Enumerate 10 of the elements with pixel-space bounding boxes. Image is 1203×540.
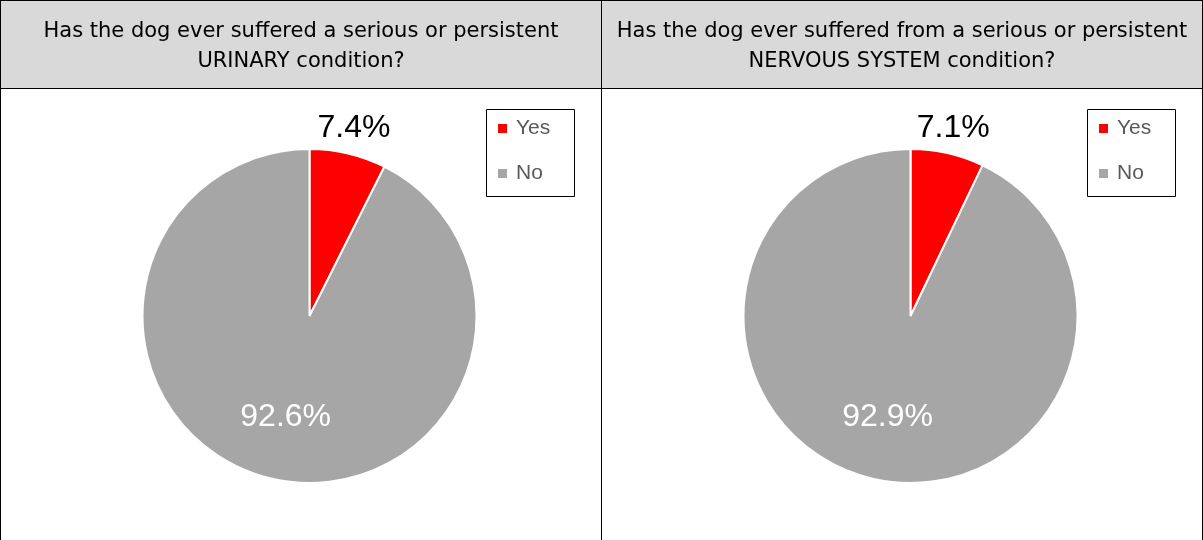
legend-label: No: [516, 159, 543, 183]
data-label: 7.4%: [317, 108, 391, 145]
data-label: 92.9%: [842, 396, 933, 433]
legend-label: Yes: [516, 114, 551, 138]
data-label: 7.1%: [916, 107, 990, 144]
data-label: 92.6%: [240, 396, 332, 433]
legend-label: Yes: [1117, 114, 1152, 138]
chart-title: Has the dog ever suffered from a serious or persistent NERVOUS SYSTEM condition?: [602, 1, 1202, 89]
legend-label: No: [1117, 159, 1144, 183]
chart-title: Has the dog ever suffered a serious or persistent URINARY condition?: [1, 1, 601, 89]
